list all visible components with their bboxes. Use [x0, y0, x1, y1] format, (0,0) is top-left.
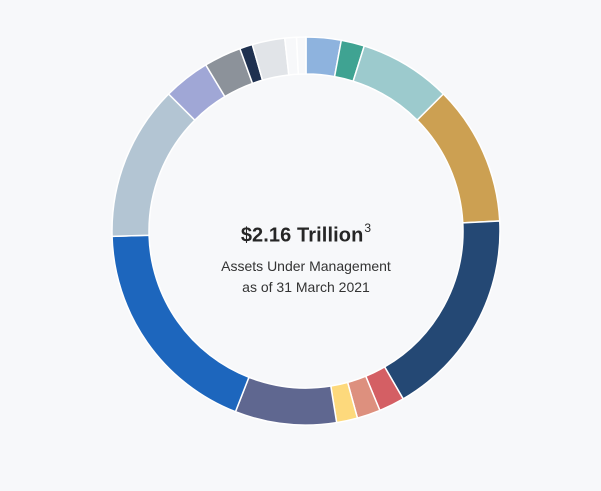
- donut-segment-17[interactable]: [295, 36, 307, 75]
- total-aum: $2.16 Trillion3: [206, 216, 406, 250]
- total-amount: $2.16 Trillion: [240, 224, 364, 247]
- aum-caption: Assets Under Management as of 31 March 2…: [221, 257, 391, 295]
- footnote-marker[interactable]: 3: [364, 221, 372, 235]
- donut-segment-9[interactable]: [234, 376, 338, 426]
- center-label: $2.16 Trillion3 Assets Under Management …: [206, 216, 406, 298]
- donut-segment-11[interactable]: [111, 92, 196, 238]
- donut-segment-4[interactable]: [416, 92, 501, 224]
